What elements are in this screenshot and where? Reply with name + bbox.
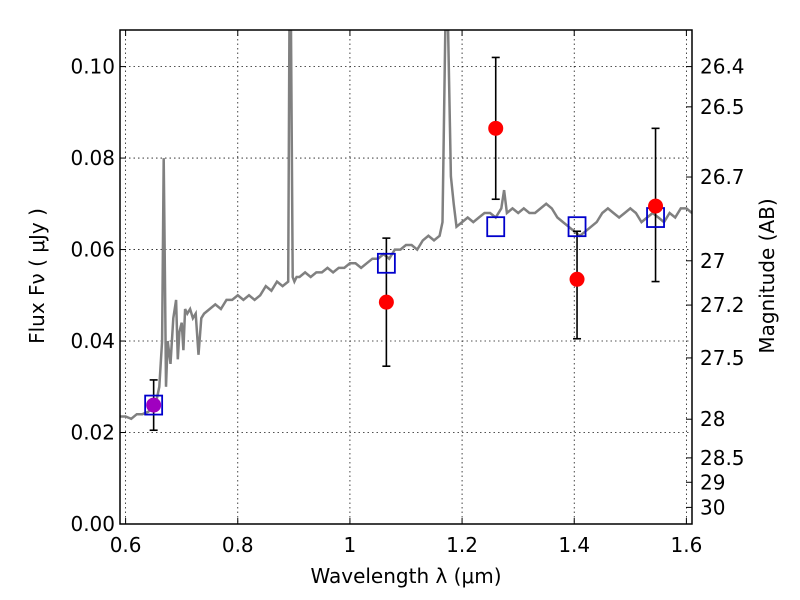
y-tick-label: 0.06 — [70, 238, 115, 262]
y-tick-label: 0.10 — [70, 55, 115, 79]
x-tick-label: 1.6 — [670, 533, 702, 557]
right-tick-label: 26.5 — [700, 95, 745, 119]
observed-points — [146, 120, 664, 413]
right-tick-label: 28 — [700, 407, 725, 431]
right-tick-label: 29 — [700, 470, 725, 494]
y-tick-label: 0.02 — [70, 421, 115, 445]
spectrum — [120, 30, 692, 421]
model-square — [567, 216, 587, 238]
model-square — [486, 216, 506, 238]
x-tick-label: 1.2 — [446, 533, 478, 557]
model-square — [376, 252, 396, 274]
observed-point — [378, 294, 394, 310]
grid — [120, 30, 692, 525]
error-bars — [149, 56, 660, 432]
x-tick-label: 1 — [344, 533, 357, 557]
observed-point — [488, 120, 504, 136]
right-tick-label: 27.2 — [700, 293, 745, 317]
model-squares — [144, 207, 665, 416]
right-tick-label: 28.5 — [700, 446, 745, 470]
right-tick-label: 26.4 — [700, 55, 745, 79]
y-tick-label: 0.00 — [70, 512, 115, 536]
right-tick-label: 30 — [700, 495, 725, 519]
x-tick-label: 1.4 — [558, 533, 590, 557]
observed-point — [569, 271, 585, 287]
y-axis-label: Flux Fν ( μJy ) — [25, 208, 49, 344]
right-tick-label: 27 — [700, 249, 725, 273]
y-ticks: 0.00 0.02 0.04 0.06 0.08 0.10 — [70, 55, 126, 536]
spectrum-line — [120, 30, 692, 421]
right-tick-label: 26.7 — [700, 165, 745, 189]
right-tick-label: 27.5 — [700, 346, 745, 370]
observed-point — [146, 397, 162, 413]
model-square — [144, 394, 164, 416]
x-ticks: 0.6 0.8 1 1.2 1.4 1.6 — [110, 30, 702, 557]
right-axis-label: Magnitude (AB) — [755, 198, 779, 353]
x-tick-label: 0.6 — [110, 533, 142, 557]
x-tick-label: 0.8 — [222, 533, 254, 557]
observed-point — [648, 198, 664, 214]
y-tick-label: 0.04 — [70, 329, 115, 353]
y-tick-label: 0.08 — [70, 146, 115, 170]
plot-frame — [119, 29, 693, 525]
x-axis-label: Wavelength λ (μm) — [310, 564, 501, 588]
